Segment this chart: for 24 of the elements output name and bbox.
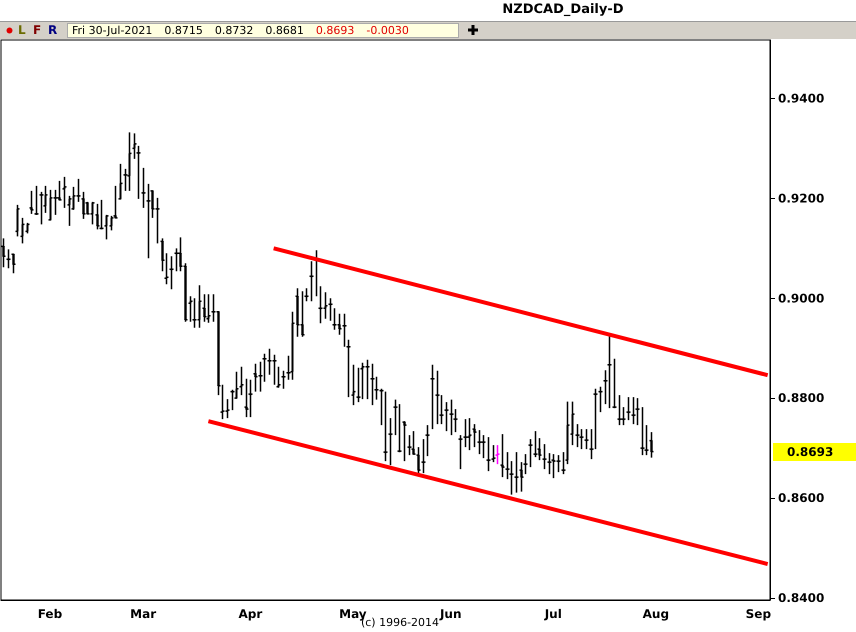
x-tick-label: Sep bbox=[746, 607, 772, 621]
text: -0.0030 bbox=[366, 24, 409, 37]
y-tick-label: 0.8600 bbox=[778, 491, 824, 506]
text: F bbox=[33, 23, 42, 37]
text: 0.8693 bbox=[773, 442, 856, 461]
x-tick-label: Jul bbox=[544, 607, 562, 621]
x-tick-label: Jun bbox=[438, 607, 462, 621]
text: Fri 30-Jul-2021 bbox=[72, 24, 152, 37]
text: 0.8732 bbox=[214, 24, 254, 37]
text: 0.8681 bbox=[265, 24, 304, 37]
y-tick-label: 0.8400 bbox=[778, 591, 824, 605]
y-tick-label: 0.9000 bbox=[778, 291, 824, 306]
x-tick-label: Mar bbox=[130, 607, 156, 621]
text: R bbox=[48, 23, 58, 37]
y-tick-label: 0.9400 bbox=[778, 91, 824, 106]
x-tick-label: Apr bbox=[238, 607, 262, 621]
y-tick-label: 0.8800 bbox=[778, 391, 824, 406]
x-tick-label: Feb bbox=[38, 607, 63, 621]
text: 0.8715 bbox=[164, 24, 203, 37]
text: L bbox=[18, 23, 26, 37]
chart-title: NZDCAD_Daily-D bbox=[501, 2, 625, 17]
x-tick-label: Aug bbox=[642, 607, 670, 621]
y-tick-label: 0.9200 bbox=[778, 191, 824, 206]
text: 0.8693 bbox=[316, 24, 354, 37]
